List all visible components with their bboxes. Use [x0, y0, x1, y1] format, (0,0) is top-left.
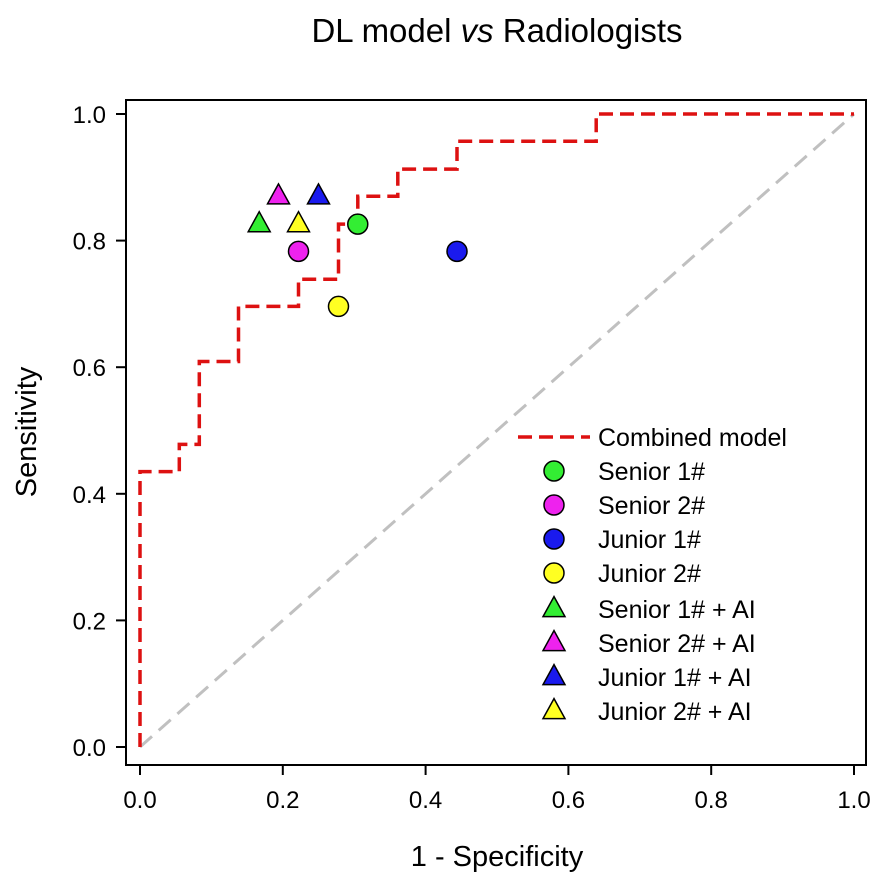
legend-label-junior-1: Junior 1# — [598, 526, 701, 554]
point-junior-2-ai — [286, 210, 311, 233]
legend-label-combined-model: Combined model — [598, 424, 787, 452]
legend-swatch-senior-1 — [543, 460, 565, 482]
legend-swatch-senior-2-ai — [541, 629, 567, 652]
point-junior-2 — [327, 295, 350, 318]
x-tick-label: 0.6 — [552, 787, 585, 814]
chart-title: DL model vs Radiologists — [311, 12, 682, 49]
y-tick-label: 0.2 — [73, 608, 106, 635]
legend-swatch-junior-1-ai — [541, 663, 567, 686]
y-axis-label: Sensitivity — [11, 366, 43, 497]
y-axis-ticks: 0.0 0.2 0.4 0.6 0.8 1.0 — [73, 102, 126, 762]
x-tick-label: 0.2 — [266, 787, 299, 814]
legend-label-senior-1-ai: Senior 1# + AI — [598, 596, 756, 624]
point-senior-2-ai — [266, 182, 291, 205]
legend-swatch-junior-2-ai — [541, 697, 567, 720]
legend-label-senior-1: Senior 1# — [598, 458, 705, 486]
chart-title-suffix: Radiologists — [494, 12, 683, 49]
plot-layer — [138, 112, 855, 749]
roc-curve-combined-model — [138, 112, 854, 747]
chart-title-vs: vs — [461, 12, 494, 49]
plot-frame — [125, 99, 867, 766]
x-tick-label: 0.8 — [695, 787, 728, 814]
legend-label-junior-2: Junior 2# — [598, 560, 701, 588]
y-tick-label: 0.4 — [73, 482, 106, 509]
point-junior-1 — [446, 240, 468, 263]
x-tick-label: 0.0 — [123, 787, 156, 814]
x-tick-label: 0.4 — [409, 787, 442, 814]
point-junior-1-ai — [306, 182, 331, 205]
y-tick-label: 1.0 — [73, 102, 106, 129]
y-tick-label: 0.0 — [73, 735, 106, 762]
x-axis-label: 1 - Specificity — [411, 841, 584, 873]
chance-diagonal-line — [139, 112, 855, 749]
point-senior-1 — [347, 213, 369, 235]
y-tick-label: 0.6 — [73, 355, 106, 382]
legend-swatch-senior-1-ai — [541, 595, 567, 618]
legend-label-senior-2: Senior 2# — [598, 492, 705, 520]
legend-label-junior-2-ai: Junior 2# + AI — [598, 698, 752, 726]
legend-swatch-junior-2 — [543, 562, 565, 584]
y-tick-label: 0.8 — [73, 229, 106, 256]
point-senior-1-ai — [246, 210, 272, 233]
legend-swatch-junior-1 — [543, 528, 565, 550]
point-senior-2 — [287, 240, 310, 263]
legend-swatch-senior-2 — [543, 494, 565, 516]
legend: Combined model Senior 1# Senior 2# Junior 1… — [518, 424, 787, 726]
legend-label-senior-2-ai: Senior 2# + AI — [598, 630, 756, 658]
x-axis-ticks: 0.0 0.2 0.4 0.6 0.8 1.0 — [123, 765, 871, 814]
x-tick-label: 1.0 — [837, 787, 870, 814]
chart-title-prefix: DL model — [311, 12, 460, 49]
legend-label-junior-1-ai: Junior 1# + AI — [598, 664, 752, 692]
